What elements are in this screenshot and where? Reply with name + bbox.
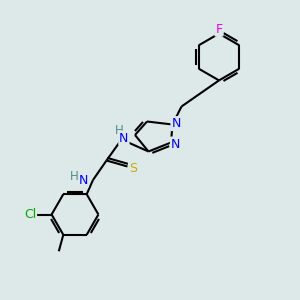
- Text: N: N: [171, 117, 181, 130]
- Text: N: N: [79, 173, 88, 187]
- Text: N: N: [171, 137, 180, 151]
- Text: S: S: [129, 161, 137, 175]
- Text: N: N: [119, 131, 129, 145]
- Text: H: H: [70, 170, 79, 184]
- Text: F: F: [215, 22, 223, 36]
- Text: H: H: [115, 124, 124, 137]
- Text: Cl: Cl: [24, 208, 36, 221]
